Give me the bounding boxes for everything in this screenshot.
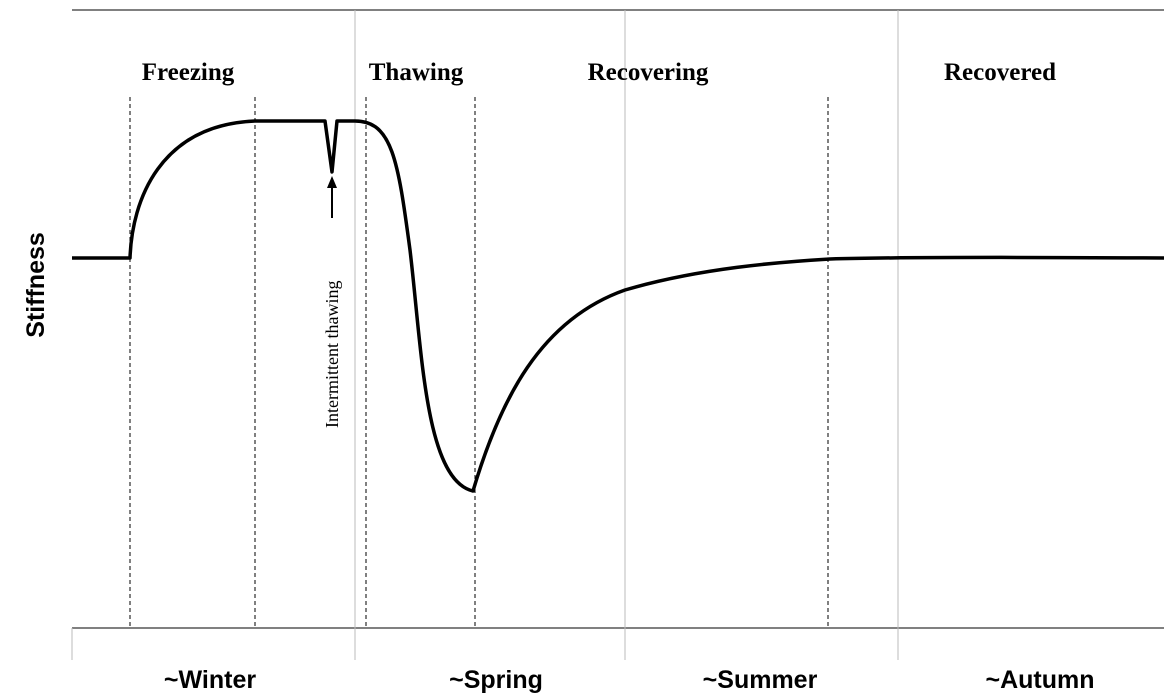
season-label: ~Winter — [164, 666, 256, 693]
annotation: Intermittent thawing — [322, 281, 342, 428]
season-label: ~Autumn — [985, 666, 1094, 693]
y-axis-label: Stiffness — [22, 232, 50, 338]
arrow-head — [327, 176, 337, 188]
phase-label: Recovered — [944, 59, 1056, 86]
season-label: ~Spring — [449, 666, 543, 693]
season-label: ~Summer — [703, 666, 818, 693]
stiffness-curve — [72, 119, 1164, 493]
phase-label: Thawing — [369, 59, 464, 86]
phase-label: Freezing — [142, 59, 235, 86]
phase-label: Recovering — [588, 59, 709, 86]
